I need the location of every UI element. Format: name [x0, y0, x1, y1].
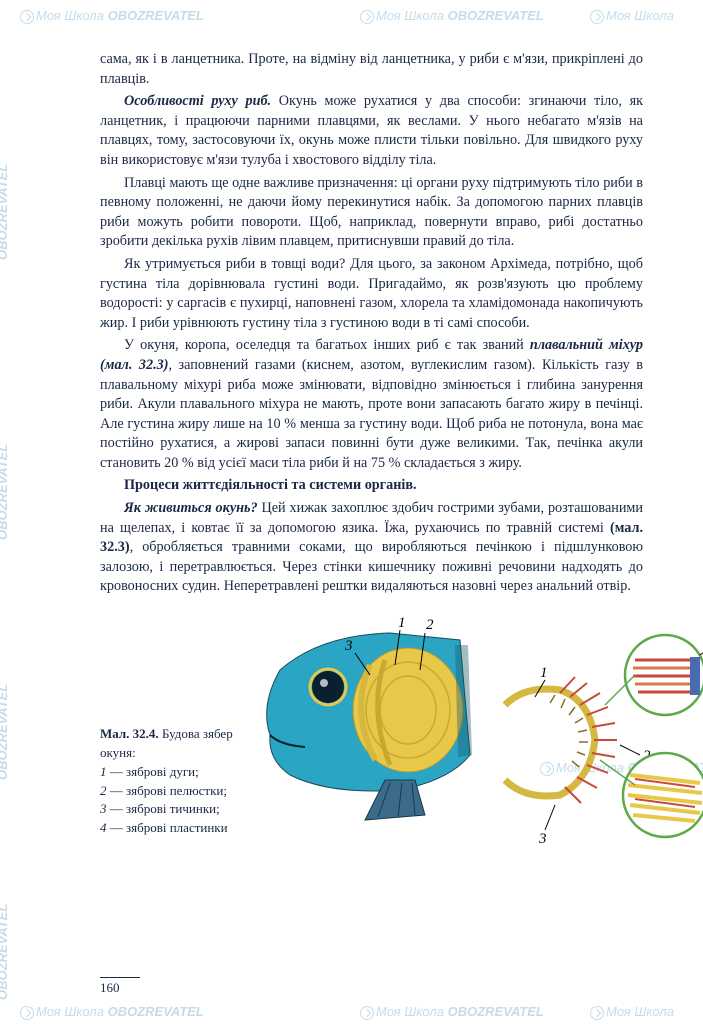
figure-caption: Мал. 32.4. Будова зябер окуня: 1 — зябро… — [100, 725, 260, 838]
page-content: сама, як і в ланцетника. Проте, на відмі… — [0, 0, 703, 895]
paragraph: Плавці мають ще одне важливе призначення… — [100, 174, 643, 252]
paragraph: Як живиться окунь? Цей хижак захоплює зд… — [100, 499, 643, 597]
paragraph: сама, як і в ланцетника. Проте, на відмі… — [100, 50, 643, 89]
svg-text:1: 1 — [540, 665, 548, 681]
watermark: Моя Школа OBOZREVATEL — [360, 1004, 544, 1020]
page-number: 160 — [100, 977, 140, 996]
fig-label-1: 1 — [398, 615, 406, 631]
figure-32-4: Мал. 32.4. Будова зябер окуня: 1 — зябро… — [100, 615, 643, 855]
paragraph: У окуня, коропа, оселедця та багатьох ін… — [100, 336, 643, 473]
watermark: Моя Школа — [590, 1004, 674, 1020]
section-heading: Процеси життєдіяльності та системи орган… — [100, 476, 643, 496]
lead-in: Особливості руху риб. — [124, 93, 271, 109]
paragraph: Особливості руху риб. Окунь може рухатис… — [100, 92, 643, 170]
svg-text:3: 3 — [538, 831, 547, 847]
watermark: OBOZREVATEL — [0, 904, 10, 1000]
fig-label-2: 2 — [426, 617, 434, 633]
fish-gill-illustration: 1 2 3 — [250, 615, 703, 855]
fig-label-3: 3 — [344, 638, 353, 654]
watermark: Моя Школа OBOZREVATEL — [20, 1004, 204, 1020]
paragraph: Як утримується риби в товщі води? Для ць… — [100, 255, 643, 333]
